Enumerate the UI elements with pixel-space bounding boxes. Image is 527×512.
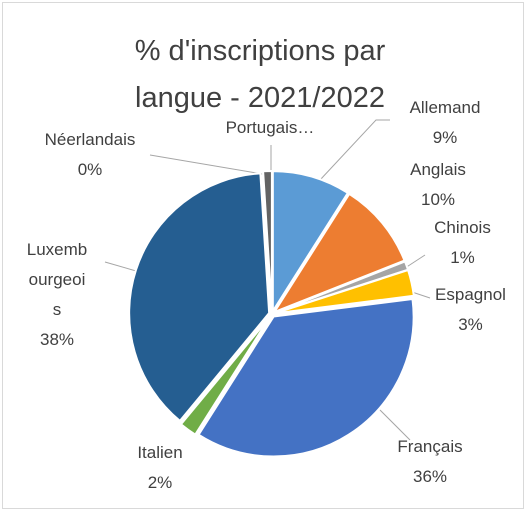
value-label: 38% xyxy=(39,330,75,349)
chart-title: % d'inscriptions par langue - 2021/2022 xyxy=(134,35,386,114)
value-label: 36% xyxy=(412,467,448,486)
pie-slice xyxy=(179,315,272,437)
data-label: Portugais… xyxy=(215,113,325,143)
value-label: 9% xyxy=(432,128,458,147)
category-label: Chinois xyxy=(434,218,491,237)
data-label: Allemand 9% xyxy=(400,93,490,153)
value-label: 1% xyxy=(450,248,475,267)
data-label: Luxembourgeois 38% xyxy=(25,235,89,355)
category-label: Néerlandais xyxy=(44,130,136,149)
leader-line xyxy=(149,154,269,176)
leader-line xyxy=(319,119,390,181)
pie-slice xyxy=(274,268,415,315)
category-label: Allemand xyxy=(409,98,481,117)
category-label: Français xyxy=(397,437,463,456)
category-label: Italien xyxy=(137,443,183,462)
pie-slice xyxy=(262,170,273,312)
pie-slice xyxy=(128,172,271,423)
pie-slice xyxy=(197,297,415,458)
value-label: 0% xyxy=(77,160,103,179)
value-label: 10% xyxy=(420,190,456,209)
leader-line xyxy=(411,291,431,299)
category-label: Luxembourgeois xyxy=(26,240,88,319)
data-label: Néerlandais 0% xyxy=(30,125,150,185)
category-label: Anglais xyxy=(410,160,466,179)
value-label: 3% xyxy=(458,315,483,334)
leader-line xyxy=(379,409,411,441)
category-label: Espagnol xyxy=(435,285,506,304)
data-label: Italien 2% xyxy=(125,438,195,498)
value-label: 2% xyxy=(147,473,173,492)
pie-slice xyxy=(271,170,350,315)
pie-slice xyxy=(271,192,406,315)
data-label: Anglais 10% xyxy=(398,155,478,215)
data-label: Chinois 1% xyxy=(425,213,500,273)
category-label: Portugais… xyxy=(225,118,315,137)
data-label: Français 36% xyxy=(385,432,475,492)
data-label: Espagnol 3% xyxy=(428,280,513,340)
